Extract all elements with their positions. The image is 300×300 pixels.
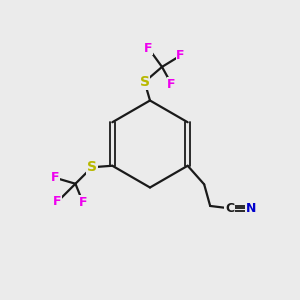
Text: F: F xyxy=(53,195,62,208)
Text: C: C xyxy=(225,202,234,215)
Text: F: F xyxy=(176,49,185,62)
Text: N: N xyxy=(246,202,256,215)
Text: S: S xyxy=(140,75,150,89)
Text: F: F xyxy=(51,171,59,184)
Text: S: S xyxy=(87,160,97,174)
Text: F: F xyxy=(144,42,153,55)
Text: F: F xyxy=(79,196,87,209)
Text: F: F xyxy=(167,78,176,91)
